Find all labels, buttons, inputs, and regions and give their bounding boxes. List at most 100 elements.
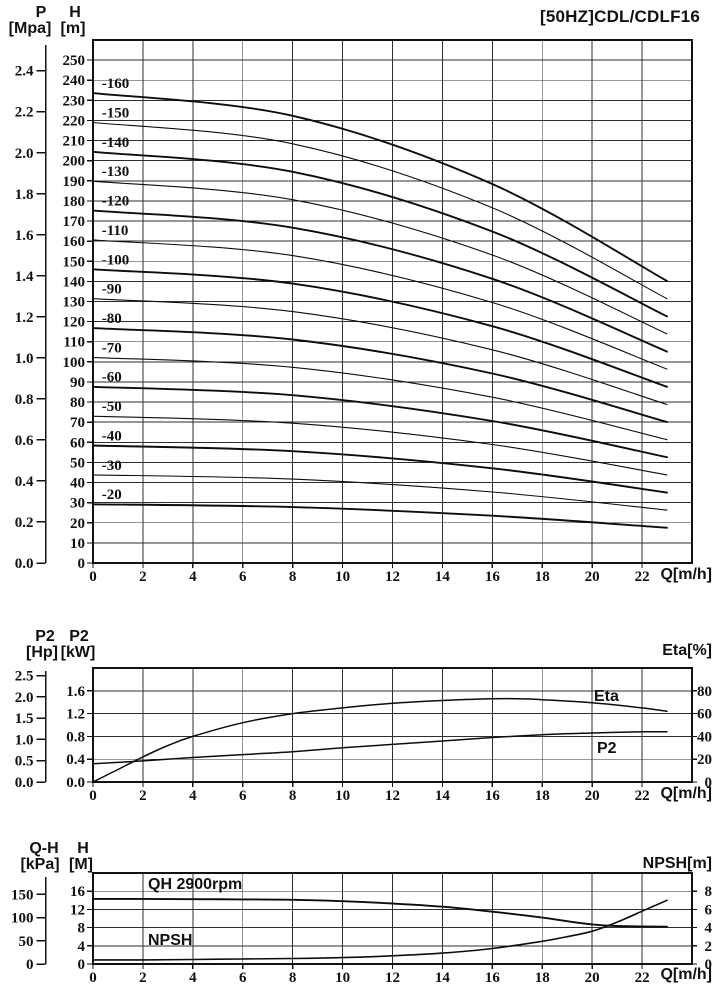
stage-label--50: -50 [102, 399, 122, 415]
outer-axis-tick-label: 1.0 [15, 732, 34, 748]
x-tick-label: 2 [139, 970, 147, 986]
head-tick-label: 200 [63, 154, 86, 170]
head-tick-label: 150 [63, 254, 86, 270]
x-tick-label: 16 [485, 788, 501, 804]
outer-axis-tick-label: 2.2 [15, 105, 34, 121]
kw-tick-label: 0.8 [66, 729, 85, 745]
stage-label--110: -110 [102, 223, 129, 239]
x-tick-label: 8 [289, 970, 297, 986]
head-tick-label: 130 [63, 295, 86, 311]
npsh-tick-label: 0 [705, 957, 713, 973]
x-tick-label: 10 [335, 788, 350, 804]
qh-curve-label: QH 2900rpm [148, 876, 243, 893]
eta-tick-label: 40 [697, 729, 712, 745]
outer-axis-tick-label: 50 [19, 934, 34, 950]
head-tick-label: 90 [70, 375, 85, 391]
outer-axis-tick-label: 2.5 [15, 669, 34, 685]
stage-label--160: -160 [102, 76, 129, 92]
head-tick-label: 190 [63, 174, 86, 190]
stage-label--70: -70 [102, 340, 122, 356]
curve--120 [92, 209, 668, 353]
x-tick-label: 22 [635, 788, 650, 804]
stage-label--80: -80 [102, 311, 122, 327]
head-tick-label: 20 [70, 516, 85, 532]
kw-tick-label: 1.2 [66, 707, 85, 723]
head-tick-label: 160 [63, 234, 86, 250]
x-tick-label: 20 [585, 970, 600, 986]
outer-axis-tick-label: 0.5 [15, 754, 34, 770]
x-tick-label: 0 [89, 970, 97, 986]
head-capacity-chart: 0 2 4 6 8 10 12 14 16 18 20 22010203040506070809010… [15, 39, 693, 585]
curve--80 [92, 327, 668, 423]
head-tick-label: 10 [70, 536, 85, 552]
outer-axis-tick-label: 1.2 [15, 310, 34, 326]
outer-axis-tick-label: 0.8 [15, 392, 34, 408]
eta-axis-label: Eta[%] [662, 642, 712, 659]
npsh-curve-label: NPSH [148, 932, 193, 949]
p2kw-axis-unit: [kW] [60, 644, 96, 661]
outer-axis-tick-label: 2.0 [15, 690, 34, 706]
curve--90 [92, 298, 668, 406]
head-tick-label: 110 [63, 335, 85, 351]
power-efficiency-chart: 0 2 4 6 8 10 12 14 16 18 20 22 0.0 0.4 0.8 1.2 1.6 0.0 0.5… [15, 667, 713, 804]
x-tick-label: 4 [189, 569, 197, 585]
x-tick-label: 6 [239, 788, 247, 804]
head-tick-label: 250 [63, 53, 86, 69]
x-tick-label: 18 [535, 970, 550, 986]
curve--150 [92, 121, 668, 300]
head-tick-label: 50 [70, 455, 85, 471]
p2-curve-label: P2 [597, 740, 617, 757]
x-tick-label: 14 [435, 788, 451, 804]
stage-label--90: -90 [102, 282, 122, 298]
head-tick-label: 120 [63, 315, 86, 331]
head-tick-label: 170 [63, 214, 86, 230]
head-axis-unit: [m] [60, 20, 86, 37]
stage-label--30: -30 [102, 458, 122, 474]
curve-eta [92, 697, 668, 783]
stage-label--20: -20 [102, 487, 122, 503]
outer-axis-tick-label: 1.5 [15, 711, 34, 727]
pressure-axis-unit: [Mpa] [8, 20, 52, 37]
hm-axis-name: H [77, 840, 89, 857]
flow-axis-label-power: Q[m/h] [660, 785, 712, 802]
curve--30 [92, 474, 668, 511]
eta-tick-label: 0 [705, 775, 713, 791]
outer-axis-tick-label: 0 [26, 957, 34, 973]
outer-axis-tick-label: 2.0 [15, 146, 34, 162]
x-tick-label: 10 [335, 970, 350, 986]
head-tick-label: 140 [63, 274, 86, 290]
kw-tick-label: 0.0 [66, 775, 85, 791]
curve--40 [92, 444, 668, 494]
x-tick-label: 12 [385, 970, 400, 986]
stage-label--120: -120 [102, 194, 129, 210]
x-tick-label: 8 [289, 788, 297, 804]
eta-tick-label: 20 [697, 752, 712, 768]
pressure-axis-name: P [35, 4, 47, 21]
x-tick-label: 18 [535, 788, 550, 804]
eta-tick-label: 80 [697, 684, 712, 700]
p2hp-axis-name: P2 [35, 628, 55, 645]
head-tick-label: 220 [63, 113, 86, 129]
curve--70 [92, 356, 668, 441]
x-tick-label: 8 [289, 569, 297, 585]
chart-title: [50HZ]CDL/CDLF16 [540, 7, 700, 26]
stage-label--130: -130 [102, 164, 129, 180]
p2hp-axis-unit: [Hp] [26, 644, 58, 661]
x-tick-label: 6 [239, 569, 247, 585]
npsh-tick-label: 2 [705, 939, 713, 955]
kw-tick-label: 1.6 [66, 684, 85, 700]
stage-label--150: -150 [102, 105, 129, 121]
curve-p2 [92, 731, 668, 765]
outer-axis-tick-label: 0.2 [15, 515, 34, 531]
head-tick-label: 240 [63, 73, 86, 89]
npsh-tick-label: 6 [705, 902, 713, 918]
head-tick-label: 70 [70, 415, 85, 431]
curve--130 [92, 180, 668, 335]
head-tick-label: 100 [63, 355, 86, 371]
head-tick-label: 40 [70, 476, 85, 492]
outer-axis-tick-label: 150 [11, 887, 34, 903]
x-tick-label: 12 [385, 569, 400, 585]
eta-tick-label: 60 [697, 707, 712, 723]
x-tick-label: 18 [535, 569, 550, 585]
